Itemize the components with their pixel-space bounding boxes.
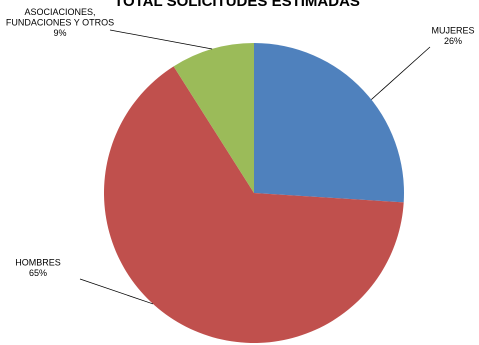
pie-slice-2 [173,43,254,193]
leader-line-2 [109,29,213,50]
slice-label-0: MUJERES 26% [431,26,474,47]
pie-slices [104,43,404,343]
slice-label-1: HOMBRES 65% [15,258,61,279]
slice-label-2: ASOCIACIONES, FUNDACIONES Y OTROS 9% [6,7,114,38]
slice-labels: MUJERES 26% HOMBRES 65% ASOCIACIONES, FUNDACI… [6,7,475,278]
leader-lines [79,29,431,305]
leader-line-1 [79,278,154,305]
leader-line-0 [371,46,431,100]
chart-title: TOTAL SOLICITUDES ESTIMADAS [114,0,360,10]
pie-slice-1 [104,66,404,343]
pie-slice-0 [254,43,404,203]
